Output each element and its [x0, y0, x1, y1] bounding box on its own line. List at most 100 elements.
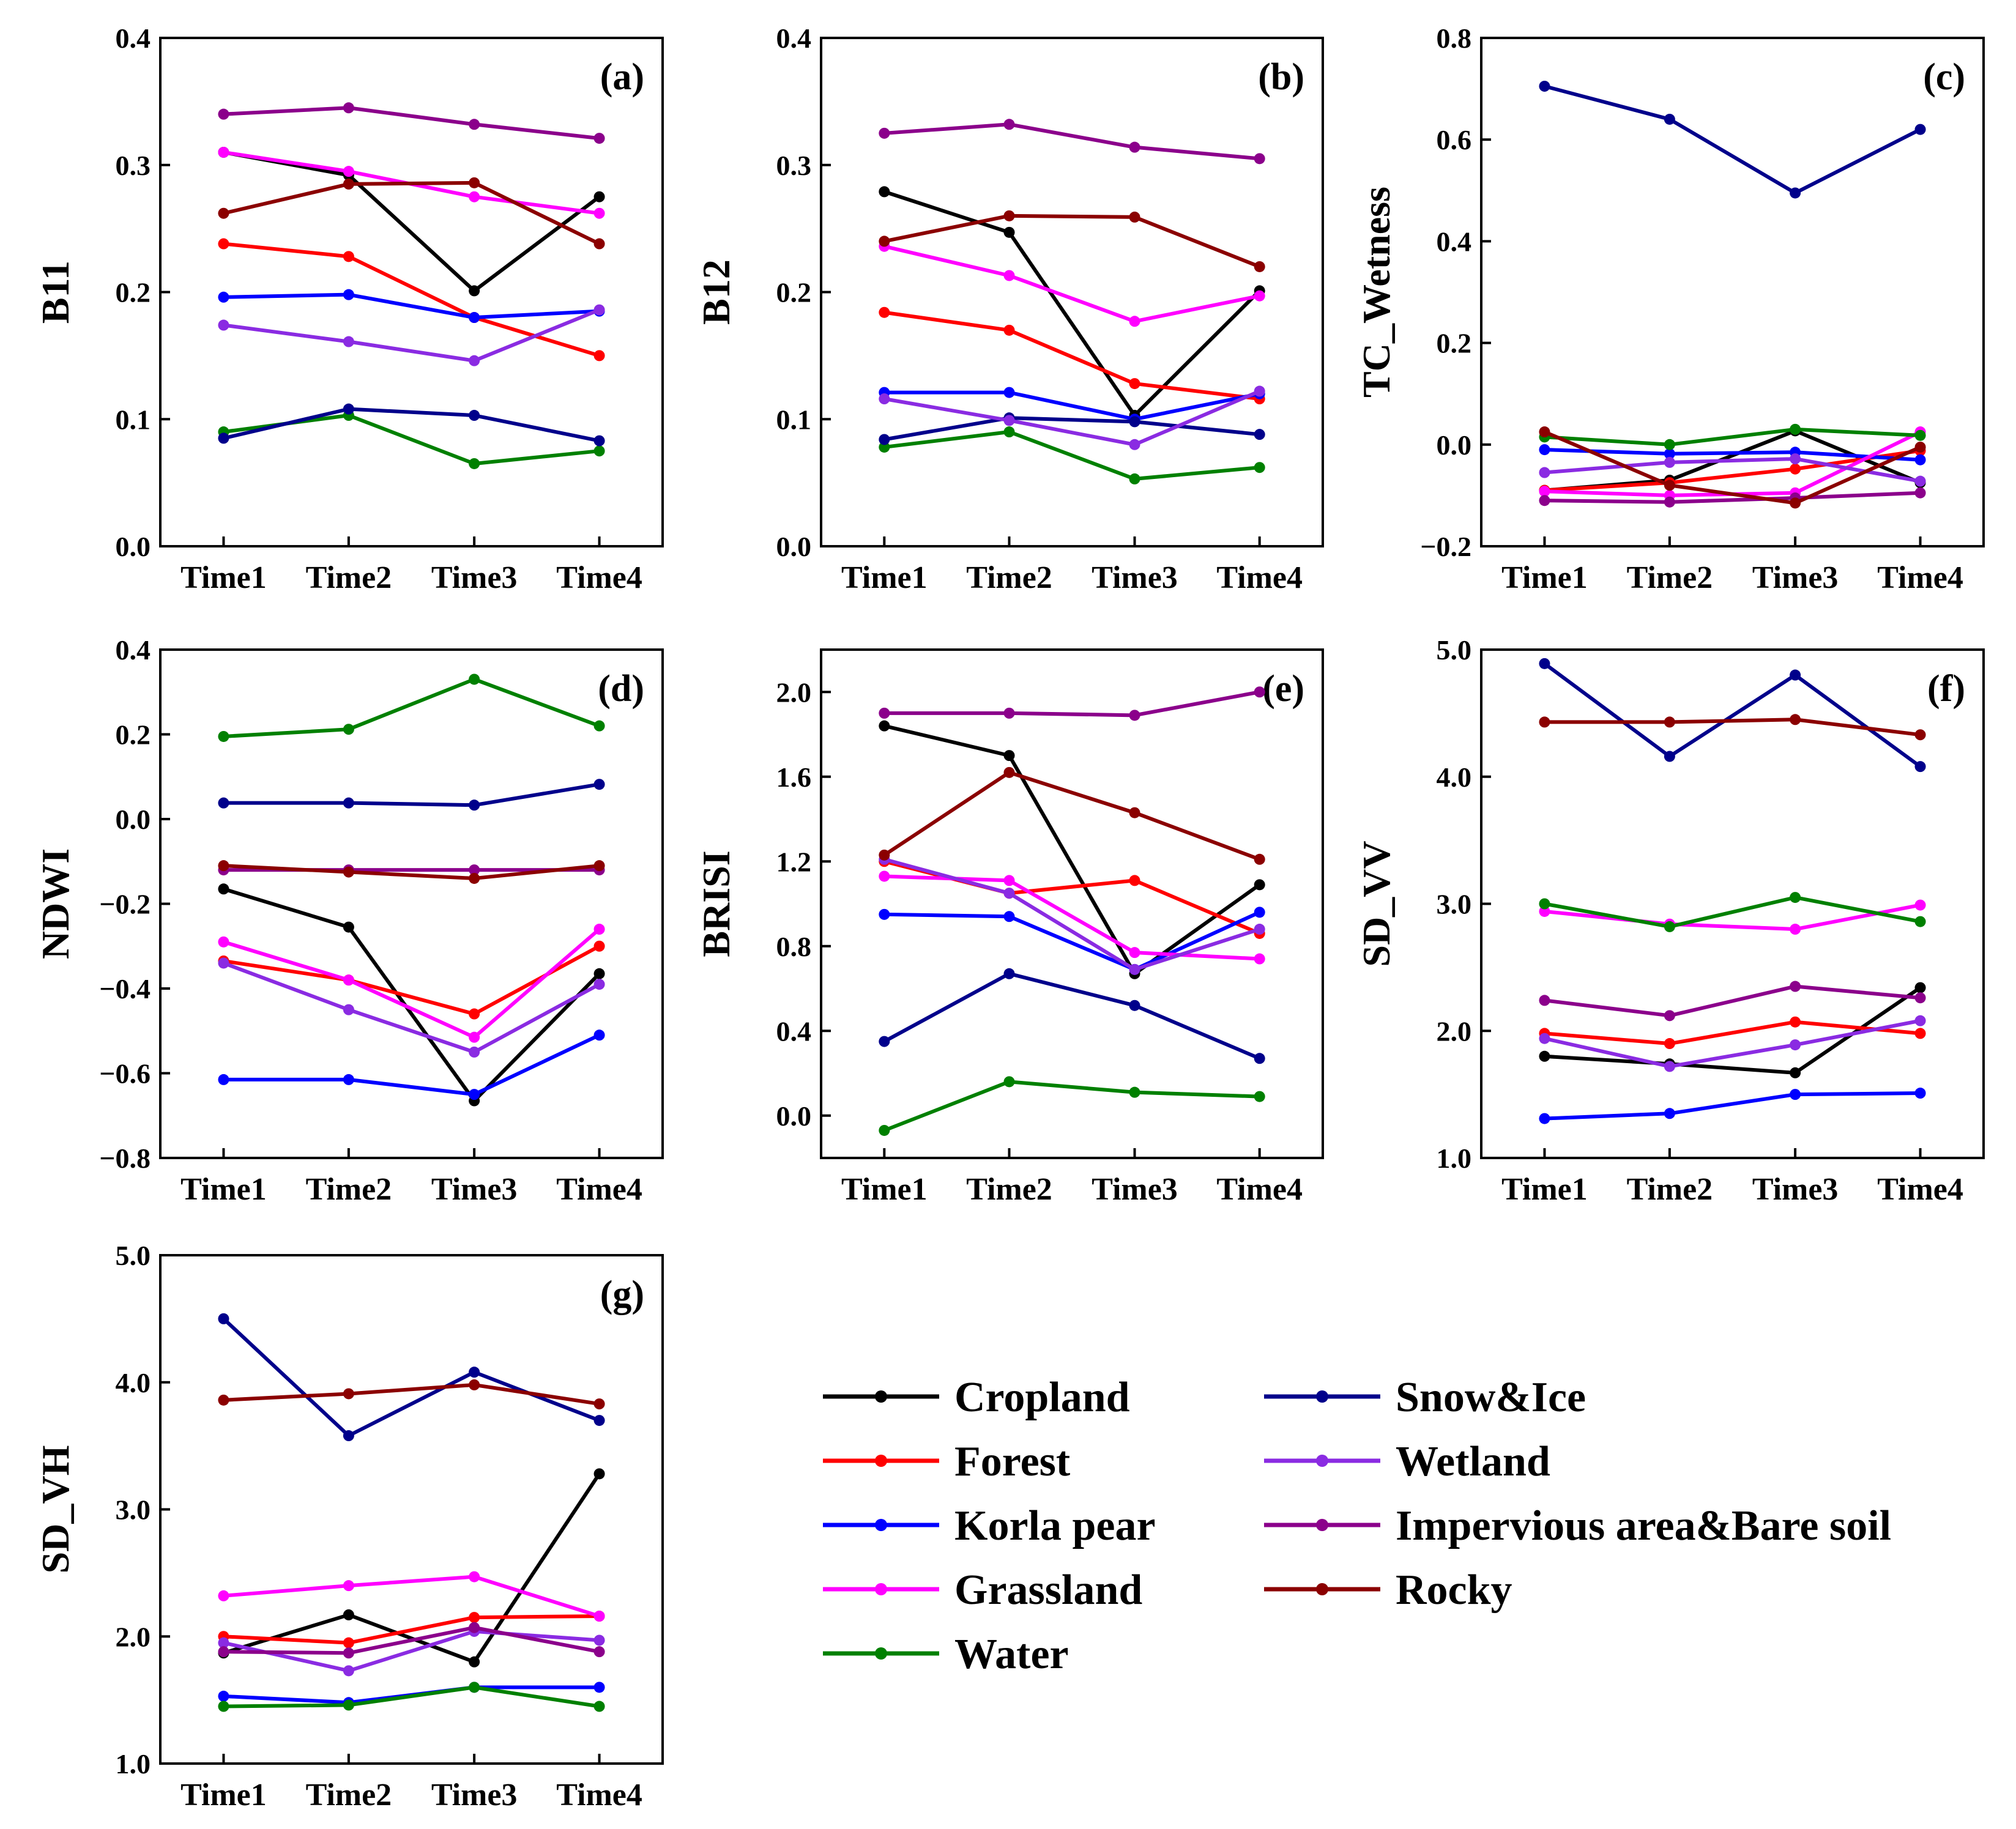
legend-marker [875, 1519, 887, 1531]
data-point [1914, 982, 1926, 993]
series-line [223, 927, 601, 1039]
series-water [879, 426, 1265, 484]
data-point [343, 166, 354, 177]
series-line [223, 961, 600, 1054]
legend-marker [875, 1390, 887, 1403]
data-point [218, 797, 229, 809]
series-forest [218, 238, 605, 362]
data-point [879, 908, 890, 920]
data-point [469, 1031, 480, 1043]
y-tick-label: 0.0 [116, 531, 151, 562]
data-point [218, 146, 229, 158]
data-point [469, 119, 480, 130]
data-point [469, 864, 480, 876]
data-point [218, 860, 229, 872]
data-point [1664, 716, 1675, 728]
series-grassland [879, 870, 1265, 965]
legend-label: Grassland [954, 1567, 1142, 1614]
legend-label: Cropland [954, 1374, 1130, 1421]
y-tick-label: 4.0 [1437, 762, 1472, 793]
series-line [1544, 1091, 1921, 1121]
data-point [593, 238, 605, 250]
data-point [1790, 1067, 1801, 1078]
data-point [1914, 1088, 1926, 1099]
data-point [1914, 454, 1926, 466]
data-point [1254, 953, 1265, 965]
data-point [1254, 462, 1265, 473]
data-point [1539, 1033, 1550, 1044]
data-point [879, 870, 890, 882]
data-point [1254, 1053, 1265, 1064]
panel-label: (c) [1923, 56, 1965, 98]
data-point [1790, 892, 1801, 903]
series-line [884, 910, 1260, 971]
x-tick-label: Time4 [1216, 1172, 1303, 1207]
plot-frame [1480, 37, 1985, 547]
legend-label: Rocky [1396, 1567, 1512, 1614]
panel-b: 0.0 0.1 0.2 0.3 0.4 Time1 Time2 Time3 Time4 B12 (b… [694, 23, 1324, 595]
data-point [1254, 1091, 1265, 1102]
series-impervious-area-and-bare-soil [1539, 487, 1926, 508]
data-point [1664, 751, 1675, 762]
legend-entry-snow-and-ice: Snow&Ice [1264, 1374, 1586, 1421]
data-point [469, 1571, 480, 1582]
data-point [469, 1612, 480, 1623]
series-wetland [879, 853, 1265, 975]
data-point [343, 336, 354, 347]
series-line [223, 414, 600, 466]
data-point [1003, 119, 1015, 130]
y-tick-label: 0.4 [776, 23, 812, 54]
series-line [223, 180, 600, 246]
data-point [218, 291, 229, 303]
data-point [593, 1646, 605, 1658]
y-axis-label: SD_VV [1355, 840, 1398, 966]
data-point [879, 127, 890, 139]
series-korla-pear [218, 289, 605, 324]
series-line [223, 106, 600, 141]
data-point [1664, 1061, 1675, 1072]
series-impervious-area-and-bare-soil [218, 102, 605, 144]
y-tick-label: 0.2 [776, 277, 812, 308]
series-water [218, 1682, 605, 1712]
series-forest [879, 856, 1265, 939]
y-tick-label: 1.0 [116, 1748, 151, 1779]
series-line [883, 971, 1260, 1061]
data-point [1914, 729, 1926, 741]
y-tick-label: 0.0 [776, 531, 812, 562]
series-line [223, 1033, 600, 1097]
y-tick-label: −0.2 [1420, 531, 1471, 562]
series-wetland [879, 385, 1265, 450]
series-wetland [218, 1625, 605, 1677]
y-tick-label: 0.8 [1437, 23, 1472, 54]
series-line [1544, 491, 1921, 504]
data-point [1003, 707, 1015, 719]
data-point [469, 1089, 480, 1100]
series-line [223, 1614, 600, 1645]
data-point [1129, 807, 1140, 818]
data-point [593, 779, 605, 790]
series-line [1544, 718, 1921, 737]
data-point [1003, 387, 1015, 398]
series-water [1539, 892, 1926, 932]
series-line [223, 150, 601, 293]
data-point [593, 1701, 605, 1712]
data-point [469, 177, 480, 188]
series-line [223, 1472, 601, 1664]
series-line [1544, 984, 1921, 1018]
x-tick-label: Time2 [306, 1172, 392, 1207]
legend-marker [875, 1583, 887, 1595]
data-point [593, 445, 605, 457]
data-point [1539, 1050, 1550, 1062]
y-tick-label: 1.2 [776, 846, 812, 877]
data-point [1254, 924, 1265, 935]
x-tick-label: Time4 [1877, 560, 1963, 595]
data-point [1664, 921, 1675, 932]
data-point [1790, 981, 1801, 992]
data-point [593, 1634, 605, 1646]
data-point [593, 924, 605, 935]
series-rocky [879, 766, 1265, 865]
legend-entry-forest: Forest [823, 1438, 1070, 1485]
data-point [593, 1682, 605, 1693]
x-tick-label: Time2 [1627, 560, 1713, 595]
